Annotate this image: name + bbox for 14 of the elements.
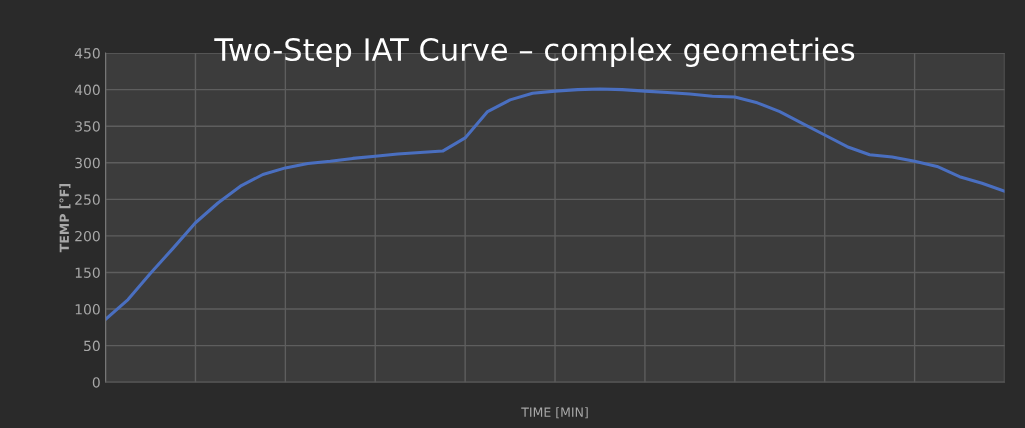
chart-title: Two-Step IAT Curve – complex geometries	[214, 37, 855, 67]
y-tick-label: 400	[74, 84, 100, 96]
y-tick-label: 0	[92, 377, 100, 388]
y-tick-label: 250	[75, 194, 100, 205]
y-axis-title: TEMP [°F]	[59, 184, 71, 253]
y-tick-label: 100	[75, 304, 100, 315]
x-axis-title: TIME [MIN]	[521, 407, 588, 419]
y-tick-label: 300	[75, 157, 100, 169]
y-tick-label: 350	[75, 121, 100, 132]
y-tick-label: 200	[75, 230, 100, 242]
line-series	[105, 87, 1005, 321]
y-tick-label: 450	[74, 48, 100, 59]
y-tick-label: 50	[84, 340, 100, 352]
y-tick-label: 150	[75, 267, 100, 278]
